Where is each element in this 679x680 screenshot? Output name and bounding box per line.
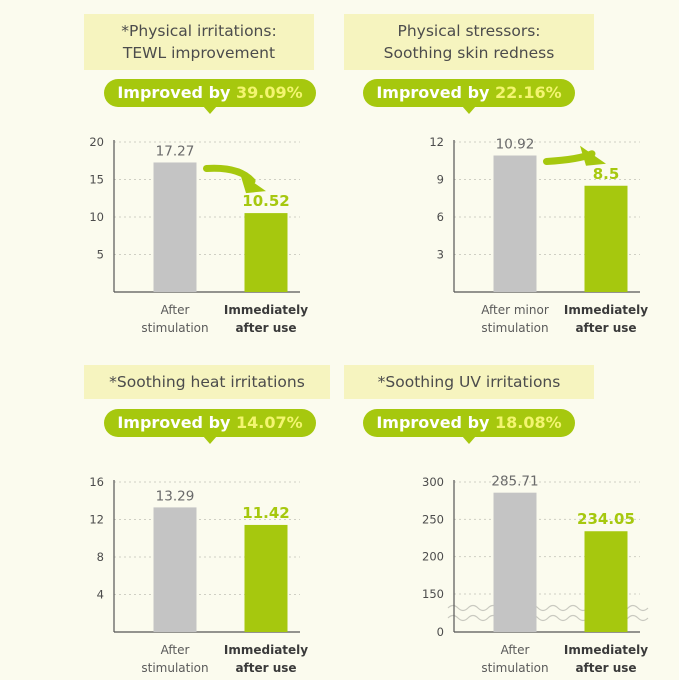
y-tick-label: 200	[422, 550, 444, 564]
x-category-label: stimulation	[141, 321, 208, 335]
panel-heat: *Soothing heat irritations Improved by 1…	[0, 340, 340, 680]
panel-title: *Soothing UV irritations	[344, 365, 594, 399]
badge-prefix: Improved by	[117, 413, 237, 432]
bar-after	[584, 531, 628, 632]
bar-before	[493, 155, 537, 292]
title-line: Soothing skin redness	[383, 44, 555, 62]
y-tick-label: 150	[422, 587, 444, 601]
x-category-label: after use	[575, 321, 636, 335]
data-label: 10.92	[496, 137, 535, 153]
trend-arrow-head	[580, 145, 606, 166]
panel-redness: Physical stressors: Soothing skin rednes…	[340, 0, 679, 340]
data-label: 234.05	[577, 510, 635, 528]
badge-tail	[203, 436, 217, 444]
title-line: *Soothing UV irritations	[377, 373, 561, 391]
x-category-label: after use	[235, 661, 296, 675]
x-category-label: After minor	[481, 303, 549, 317]
improvement-badge: Improved by 39.09%	[104, 79, 316, 107]
x-category-label: Immediately	[564, 303, 648, 317]
y-tick-label: 10	[89, 210, 104, 224]
x-category-label: After	[161, 643, 190, 657]
bar-after	[244, 213, 288, 292]
y-tick-label: 16	[89, 475, 104, 489]
data-label: 10.52	[242, 192, 289, 210]
y-tick-label: 20	[89, 135, 104, 149]
improvement-badge: Improved by 22.16%	[363, 79, 575, 107]
x-category-label: after use	[575, 661, 636, 675]
bar-chart: 3 6 9 12 10.92 After minor stimulation 8.5 Immed…	[429, 135, 648, 335]
improvement-badge: Improved by 18.08%	[363, 409, 575, 437]
bar-chart: 0 150 200 250 300 285.71 After stimulation 234.0…	[422, 474, 649, 675]
data-label: 17.27	[156, 143, 195, 159]
bar-chart: 4 8 12 16 13.29 After stimulation 11.42 Immediat…	[89, 475, 308, 675]
panel-tewl: *Physical irritations: TEWL improvement …	[0, 0, 340, 340]
bar-before	[153, 507, 197, 632]
y-tick-label: 250	[422, 512, 444, 526]
y-tick-label: 15	[89, 173, 104, 187]
y-tick-label: 0	[437, 625, 444, 639]
y-tick-label: 6	[437, 210, 444, 224]
title-line: Physical stressors:	[397, 22, 541, 40]
data-label: 8.5	[593, 165, 620, 183]
panel-title: *Physical irritations: TEWL improvement	[84, 14, 314, 70]
bar-before	[153, 162, 197, 292]
y-tick-label: 9	[437, 173, 444, 187]
y-tick-label: 12	[89, 513, 104, 527]
badge-prefix: Improved by	[376, 413, 496, 432]
y-tick-label: 12	[429, 135, 444, 149]
x-category-label: Immediately	[224, 643, 308, 657]
x-category-label: stimulation	[141, 661, 208, 675]
badge-percent: 39.09%	[236, 83, 303, 102]
badge-prefix: Improved by	[117, 83, 237, 102]
title-line: *Physical irritations:	[121, 22, 277, 40]
trend-arrow	[203, 164, 256, 185]
x-category-label: After	[501, 643, 530, 657]
badge-tail	[462, 436, 476, 444]
y-tick-label: 8	[97, 550, 104, 564]
y-tick-label: 300	[422, 475, 444, 489]
data-label: 285.71	[491, 474, 538, 490]
panel-title: Physical stressors: Soothing skin rednes…	[344, 14, 594, 70]
data-label: 13.29	[156, 488, 195, 504]
badge-tail	[203, 106, 217, 114]
x-category-label: Immediately	[564, 643, 648, 657]
x-category-label: stimulation	[481, 321, 548, 335]
y-tick-label: 3	[437, 248, 444, 262]
panel-title: *Soothing heat irritations	[84, 365, 330, 399]
data-label: 11.42	[242, 504, 289, 522]
x-category-label: After	[161, 303, 190, 317]
x-category-label: after use	[235, 321, 296, 335]
bar-chart: 5 10 15 20 17.27 After stimulation 10.52 Immedia…	[89, 135, 308, 335]
improvement-badge: Improved by 14.07%	[104, 409, 316, 437]
trend-arrow-head	[240, 173, 266, 194]
y-tick-label: 5	[97, 248, 104, 262]
bar-after	[584, 185, 628, 292]
x-category-label: Immediately	[224, 303, 308, 317]
bar-after	[244, 524, 288, 632]
x-category-label: stimulation	[481, 661, 548, 675]
panel-uv: *Soothing UV irritations Improved by 18.…	[340, 340, 679, 680]
badge-prefix: Improved by	[376, 83, 496, 102]
badge-percent: 14.07%	[236, 413, 303, 432]
badge-tail	[462, 106, 476, 114]
badge-percent: 22.16%	[495, 83, 562, 102]
y-tick-label: 4	[97, 588, 104, 602]
bar-before	[493, 492, 537, 632]
title-line: TEWL improvement	[122, 44, 276, 62]
badge-percent: 18.08%	[495, 413, 562, 432]
title-line: *Soothing heat irritations	[109, 373, 305, 391]
